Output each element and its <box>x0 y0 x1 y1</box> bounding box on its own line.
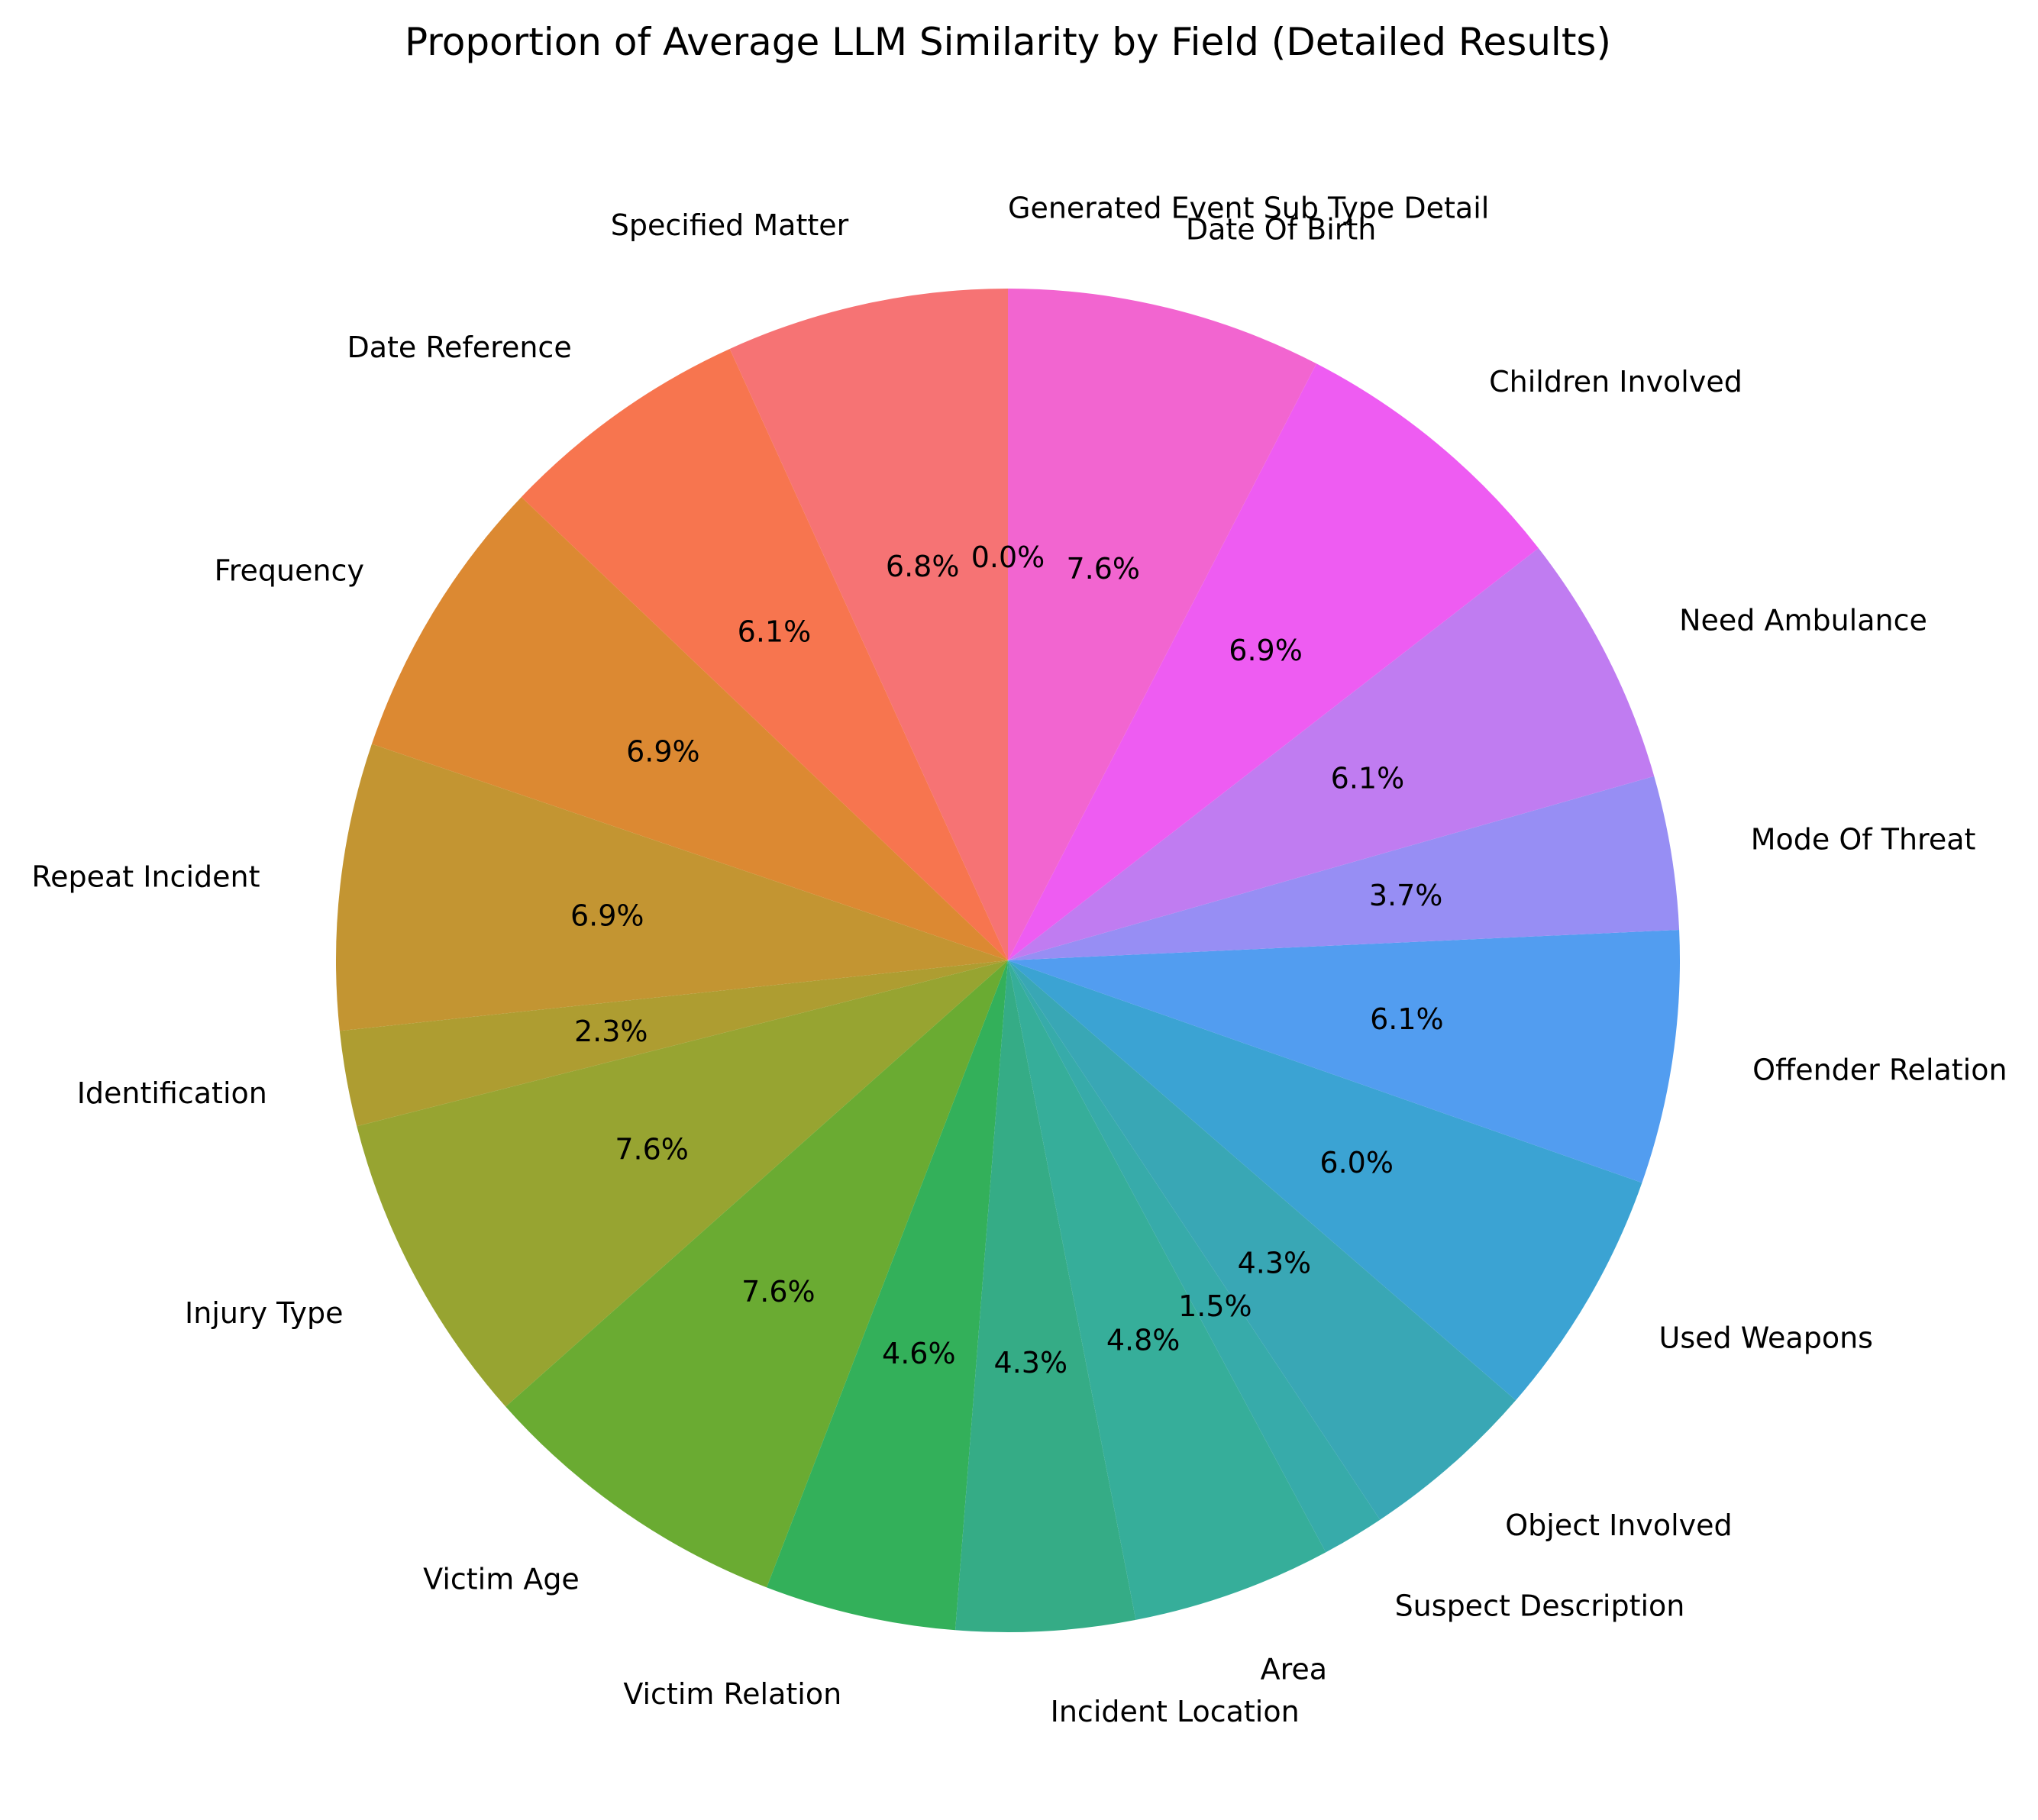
pie-percent-generated-event-sub-type-detail: 0.0% <box>971 541 1045 574</box>
pie-slice-victim-relation <box>767 960 1008 1631</box>
pie-percent-offender-relation: 6.1% <box>1370 1002 1444 1036</box>
pie-percent-suspect-description: 1.5% <box>1178 1289 1252 1323</box>
pie-slice-mode-of-threat <box>1008 776 1680 960</box>
pie-slice-repeat-incident <box>335 744 1008 1031</box>
pie-slice-offender-relation <box>1008 929 1680 1183</box>
pie-label-generated-event-sub-type-detail: Generated Event Sub Type Detail <box>1008 191 1489 224</box>
pie-percent-injury-type: 7.6% <box>615 1133 689 1167</box>
pie-label-identification: Identification <box>77 1076 267 1110</box>
pie-label-date-reference: Date Reference <box>347 331 571 364</box>
pie-label-need-ambulance: Need Ambulance <box>1679 603 1927 637</box>
pie-percent-labels: 0.0% 6.8% 6.1% 6.9% 6.9% 2.3% 7.6% 7.6% 4.6% 4.3%… <box>570 541 1444 1380</box>
pie-label-offender-relation: Offender Relation <box>1752 1053 2007 1086</box>
pie-slice-specified-matter <box>729 289 1008 960</box>
pie-percent-incident-location: 4.3% <box>994 1346 1068 1380</box>
pie-slice-identification <box>339 960 1008 1127</box>
pie-label-date-of-birth: Date Of Birth <box>1186 212 1377 246</box>
pie-slice-need-ambulance <box>1008 548 1655 960</box>
pie-slice-used-weapons <box>1008 960 1642 1401</box>
pie-label-object-involved: Object Involved <box>1505 1509 1732 1542</box>
chart-title: Proportion of Average LLM Similarity by … <box>405 20 1611 64</box>
pie-slice-area <box>1008 960 1326 1620</box>
pie-label-repeat-incident: Repeat Incident <box>31 860 260 893</box>
pie-percent-mode-of-threat: 3.7% <box>1369 879 1443 912</box>
pie-percent-frequency: 6.9% <box>626 734 700 768</box>
pie-label-specified-matter: Specified Matter <box>611 208 849 242</box>
pie-slice-object-involved <box>1008 960 1516 1520</box>
pie-percent-repeat-incident: 6.9% <box>570 899 644 932</box>
pie-percent-children-involved: 6.9% <box>1229 634 1303 667</box>
pie-slice-suspect-description <box>1008 960 1381 1553</box>
pie-label-suspect-description: Suspect Description <box>1395 1589 1685 1622</box>
pie-percent-used-weapons: 6.0% <box>1319 1146 1394 1179</box>
pie-slice-injury-type <box>357 960 1008 1407</box>
pie-label-used-weapons: Used Weapons <box>1659 1321 1873 1355</box>
pie-label-injury-type: Injury Type <box>185 1296 343 1330</box>
pie-percent-area: 4.8% <box>1106 1323 1180 1357</box>
pie-label-mode-of-threat: Mode Of Threat <box>1751 822 1976 856</box>
pie-slices <box>335 289 1680 1632</box>
pie-slice-labels: Generated Event Sub Type Detail Specified… <box>31 191 2007 1728</box>
pie-slice-children-involved <box>1008 363 1539 960</box>
pie-slice-victim-age <box>505 960 1008 1588</box>
pie-slice-frequency <box>371 497 1008 960</box>
pie-percent-date-of-birth: 7.6% <box>1066 552 1140 586</box>
pie-percent-identification: 2.3% <box>574 1015 648 1048</box>
pie-percent-date-reference: 6.1% <box>738 615 812 649</box>
pie-percent-object-involved: 4.3% <box>1238 1246 1312 1279</box>
pie-label-area: Area <box>1261 1652 1327 1686</box>
pie-label-incident-location: Incident Location <box>1051 1695 1300 1728</box>
pie-label-children-involved: Children Involved <box>1489 365 1742 399</box>
pie-label-frequency: Frequency <box>215 553 364 587</box>
pie-percent-need-ambulance: 6.1% <box>1331 761 1405 795</box>
pie-slice-date-reference <box>521 348 1008 960</box>
pie-slice-date-of-birth <box>1008 289 1317 960</box>
pie-percent-specified-matter: 6.8% <box>886 550 960 583</box>
pie-slice-incident-location <box>955 960 1136 1632</box>
pie-label-victim-age: Victim Age <box>423 1562 580 1596</box>
pie-percent-victim-relation: 4.6% <box>882 1337 956 1370</box>
pie-percent-victim-age: 7.6% <box>741 1275 816 1309</box>
pie-label-victim-relation: Victim Relation <box>623 1677 841 1711</box>
